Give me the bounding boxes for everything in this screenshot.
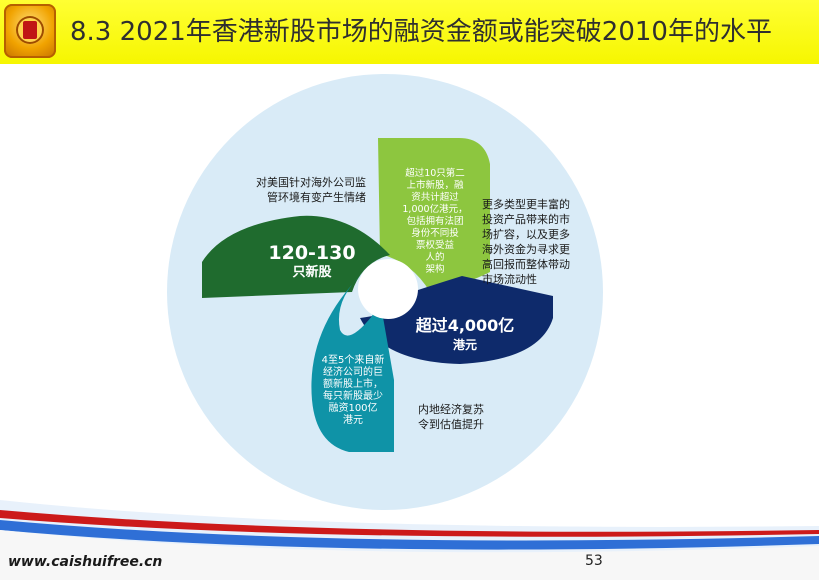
lime-petal bbox=[378, 138, 490, 292]
teal-line: 港元 bbox=[343, 415, 363, 426]
bottom-note-line: 令到估值提升 bbox=[418, 418, 484, 431]
logo bbox=[4, 4, 56, 58]
green-petal-value: 120-130 bbox=[268, 242, 356, 264]
right-note-line: 海外资金为寻求更 bbox=[482, 243, 570, 256]
right-note: 更多类型更丰富的 投资产品带来的市 场扩容，以及更多 海外资金为寻求更 高回报而… bbox=[482, 197, 586, 287]
center-hole bbox=[358, 259, 418, 319]
wave-base bbox=[0, 530, 819, 580]
bottom-note: 内地经济复苏 令到估值提升 bbox=[418, 402, 484, 432]
left-note: 对美国针对海外公司监 管环境有变产生情绪 bbox=[244, 175, 366, 205]
right-note-line: 场扩容，以及更多 bbox=[482, 228, 570, 241]
page-number: 53 bbox=[585, 553, 603, 569]
lime-line: 超过10只第二 bbox=[405, 168, 465, 179]
wave-red bbox=[0, 510, 819, 537]
footer-url[interactable]: www.caishuifree.cn bbox=[8, 554, 163, 570]
teal-line: 每只新股最少 bbox=[323, 391, 383, 402]
teal-line: 经济公司的巨 bbox=[323, 367, 383, 378]
navy-petal-label: 超过4,000亿 港元 bbox=[400, 316, 530, 354]
teal-line: 融资100亿 bbox=[328, 403, 378, 414]
right-note-line: 高回报而整体带动 bbox=[482, 258, 570, 271]
bottom-wave-decoration bbox=[0, 500, 819, 580]
left-note-line: 管环境有变产生情绪 bbox=[267, 191, 366, 204]
green-petal-label: 120-130 只新股 bbox=[262, 242, 362, 282]
left-note-line: 对美国针对海外公司监 bbox=[256, 176, 366, 189]
slide-title: 8.3 2021年香港新股市场的融资金额或能突破2010年的水平 bbox=[70, 17, 772, 47]
navy-petal-unit: 港元 bbox=[452, 338, 477, 352]
teal-line: 4至5个来自新 bbox=[321, 355, 385, 366]
logo-mark bbox=[23, 21, 37, 39]
logo-emblem-icon bbox=[16, 16, 44, 44]
teal-petal bbox=[311, 274, 394, 452]
lime-line: 资共计超过 bbox=[411, 192, 459, 203]
teal-petal-label: 4至5个来自新 经济公司的巨 额新股上市， 每只新股最少 融资100亿 港元 bbox=[312, 355, 394, 427]
lime-line: 票权受益 bbox=[415, 240, 454, 251]
navy-petal-value: 超过4,000亿 bbox=[415, 316, 515, 335]
green-petal-unit: 只新股 bbox=[292, 265, 332, 280]
wave-blue bbox=[0, 520, 819, 550]
green-petal bbox=[202, 215, 390, 298]
lime-line: 架构 bbox=[425, 264, 445, 275]
bottom-note-line: 内地经济复苏 bbox=[418, 403, 484, 416]
right-note-line: 投资产品带来的市 bbox=[482, 213, 570, 226]
lime-petal-label: 超过10只第二 上市新股，融 资共计超过 1,000亿港元， 包括拥有法团 身份… bbox=[382, 168, 488, 276]
lime-line: 上市新股，融 bbox=[406, 180, 464, 191]
lime-line: 1,000亿港元， bbox=[402, 204, 468, 215]
title-bar: 8.3 2021年香港新股市场的融资金额或能突破2010年的水平 bbox=[0, 0, 819, 64]
lime-line: 包括拥有法团 bbox=[406, 216, 464, 227]
right-note-line: 更多类型更丰富的 bbox=[482, 198, 570, 211]
right-note-line: 市场流动性 bbox=[482, 273, 537, 286]
lime-line: 身份不同投 bbox=[411, 228, 459, 239]
teal-line: 额新股上市， bbox=[323, 379, 383, 390]
lime-line: 人的 bbox=[425, 252, 445, 263]
